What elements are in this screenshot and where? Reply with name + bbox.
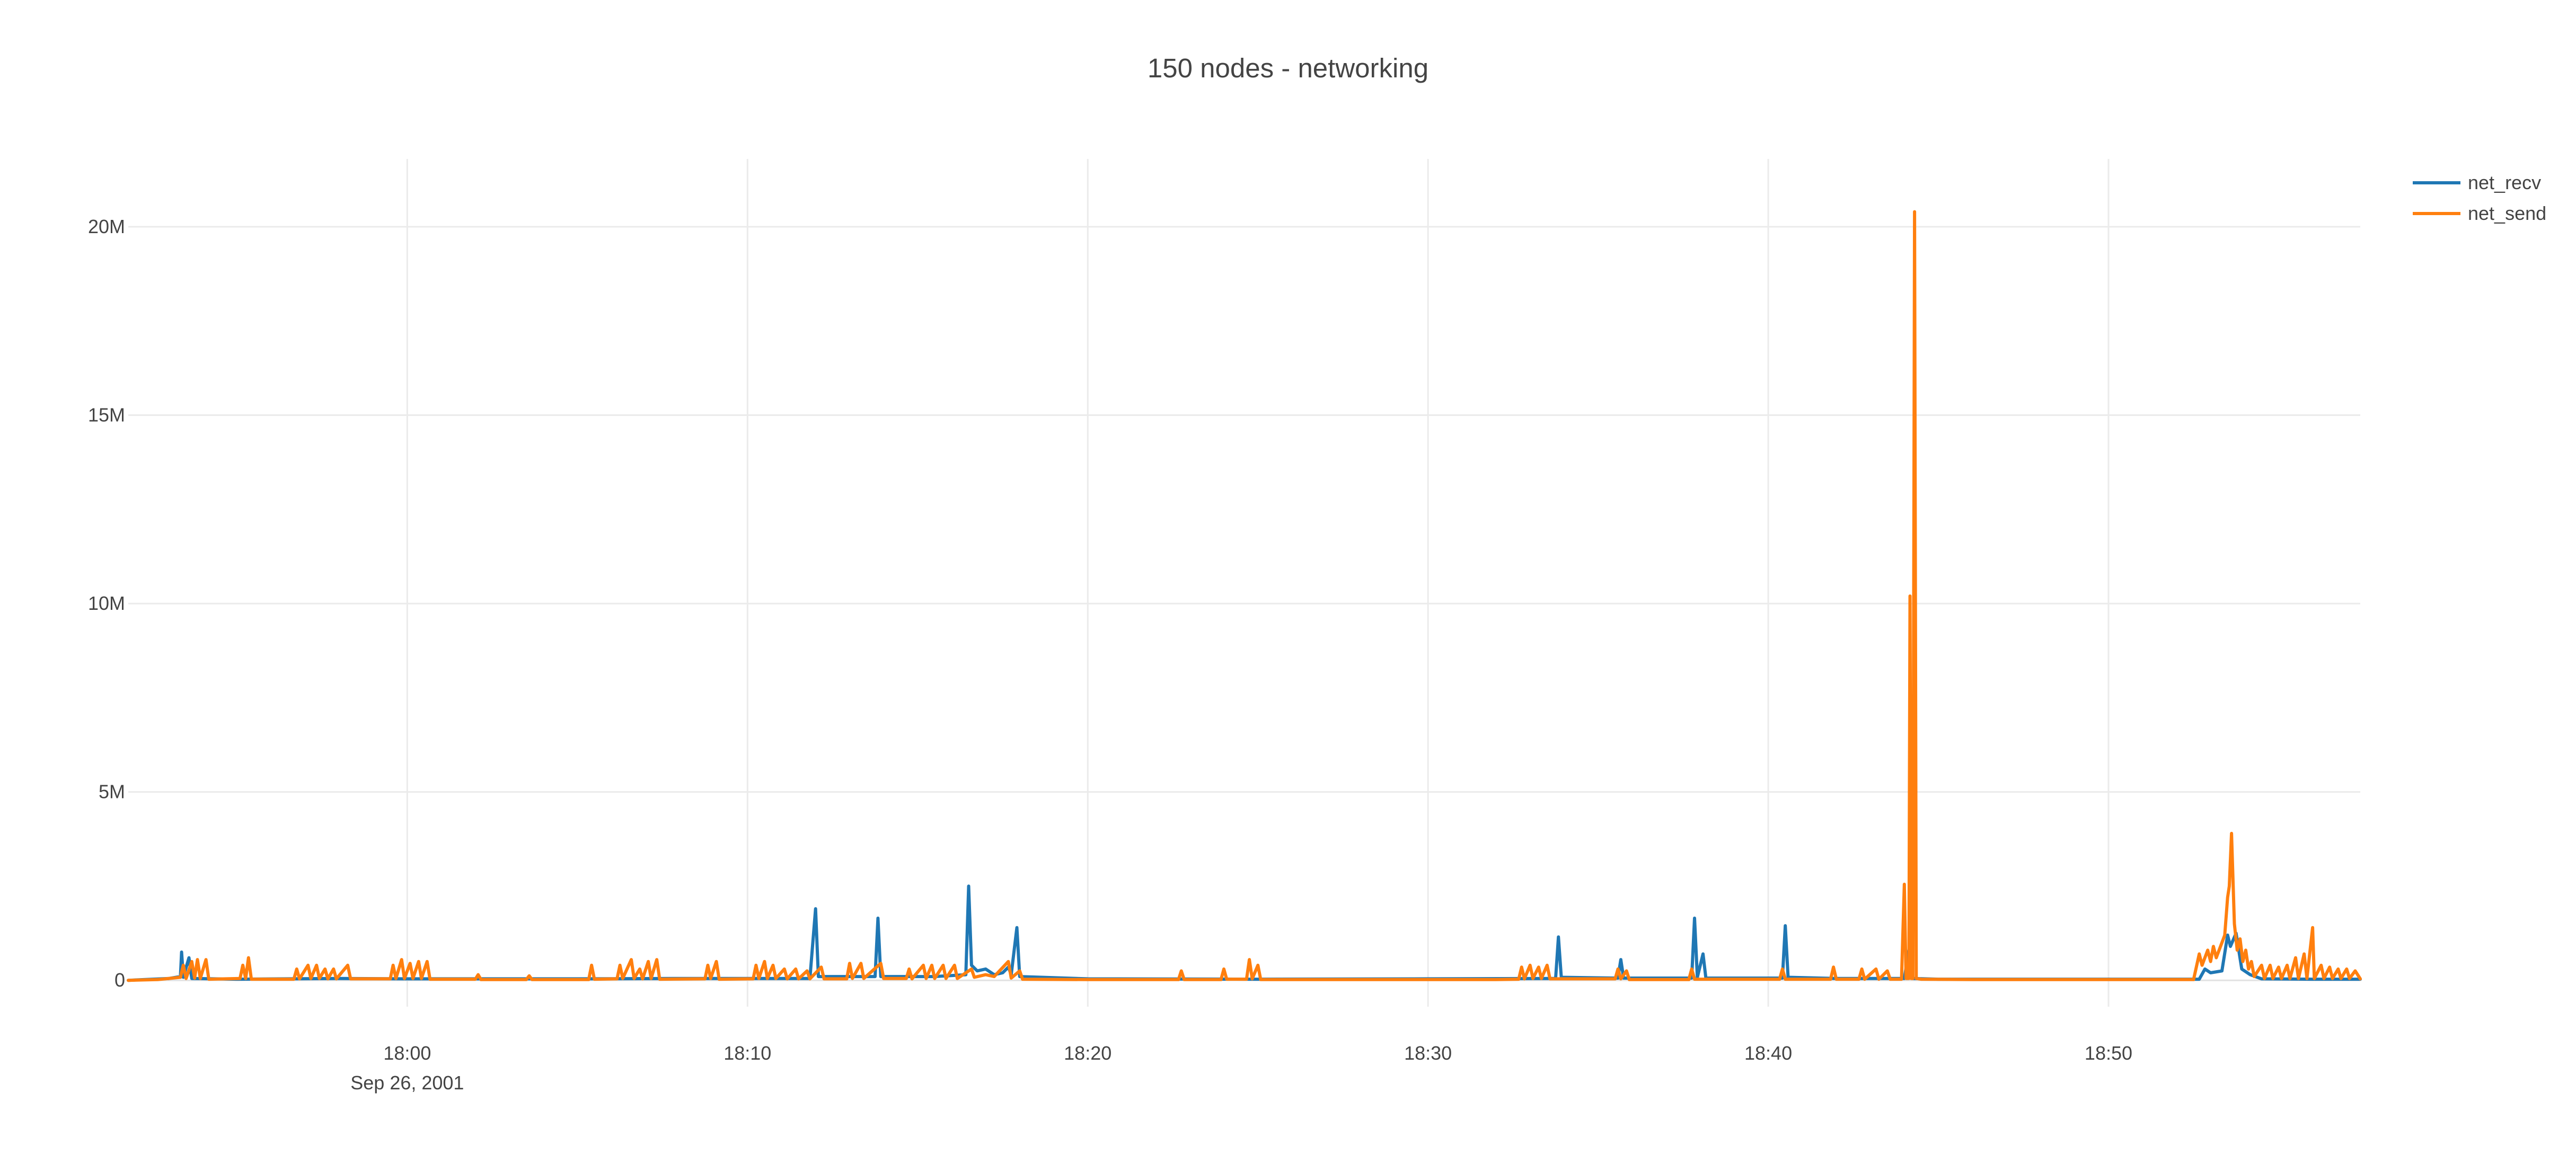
legend-item-net-recv[interactable]: net_recv (2413, 172, 2541, 193)
x-tick-label: 18:50 (2085, 1042, 2132, 1064)
y-tick-label: 5M (99, 781, 125, 803)
legend-label: net_send (2468, 202, 2546, 224)
chart-title: 150 nodes - networking (1148, 53, 1428, 83)
x-tick-label: 18:20 (1064, 1042, 1111, 1064)
series-line-net-send (127, 210, 2362, 982)
x-tick-sublabel: Sep 26, 2001 (350, 1072, 464, 1094)
legend-label: net_recv (2468, 172, 2541, 193)
series-line-net-recv (127, 884, 2362, 982)
x-tick-label: 18:30 (1404, 1042, 1452, 1064)
y-tick-label: 10M (88, 592, 125, 614)
gridlines (128, 159, 2360, 1007)
legend-item-net-send[interactable]: net_send (2413, 202, 2546, 224)
axis-labels: 0 5M 10M 15M 20M 18:00 Sep 26, 2001 18:10 18:20 1… (88, 216, 2132, 1094)
x-tick-label: 18:40 (1744, 1042, 1792, 1064)
y-tick-label: 0 (114, 969, 125, 991)
y-tick-label: 15M (88, 404, 125, 426)
y-tick-label: 20M (88, 216, 125, 237)
x-tick-label: 18:00 (383, 1042, 431, 1064)
x-tick-label: 18:10 (724, 1042, 771, 1064)
legend: net_recv net_send (2413, 172, 2546, 224)
series-lines (127, 210, 2362, 982)
